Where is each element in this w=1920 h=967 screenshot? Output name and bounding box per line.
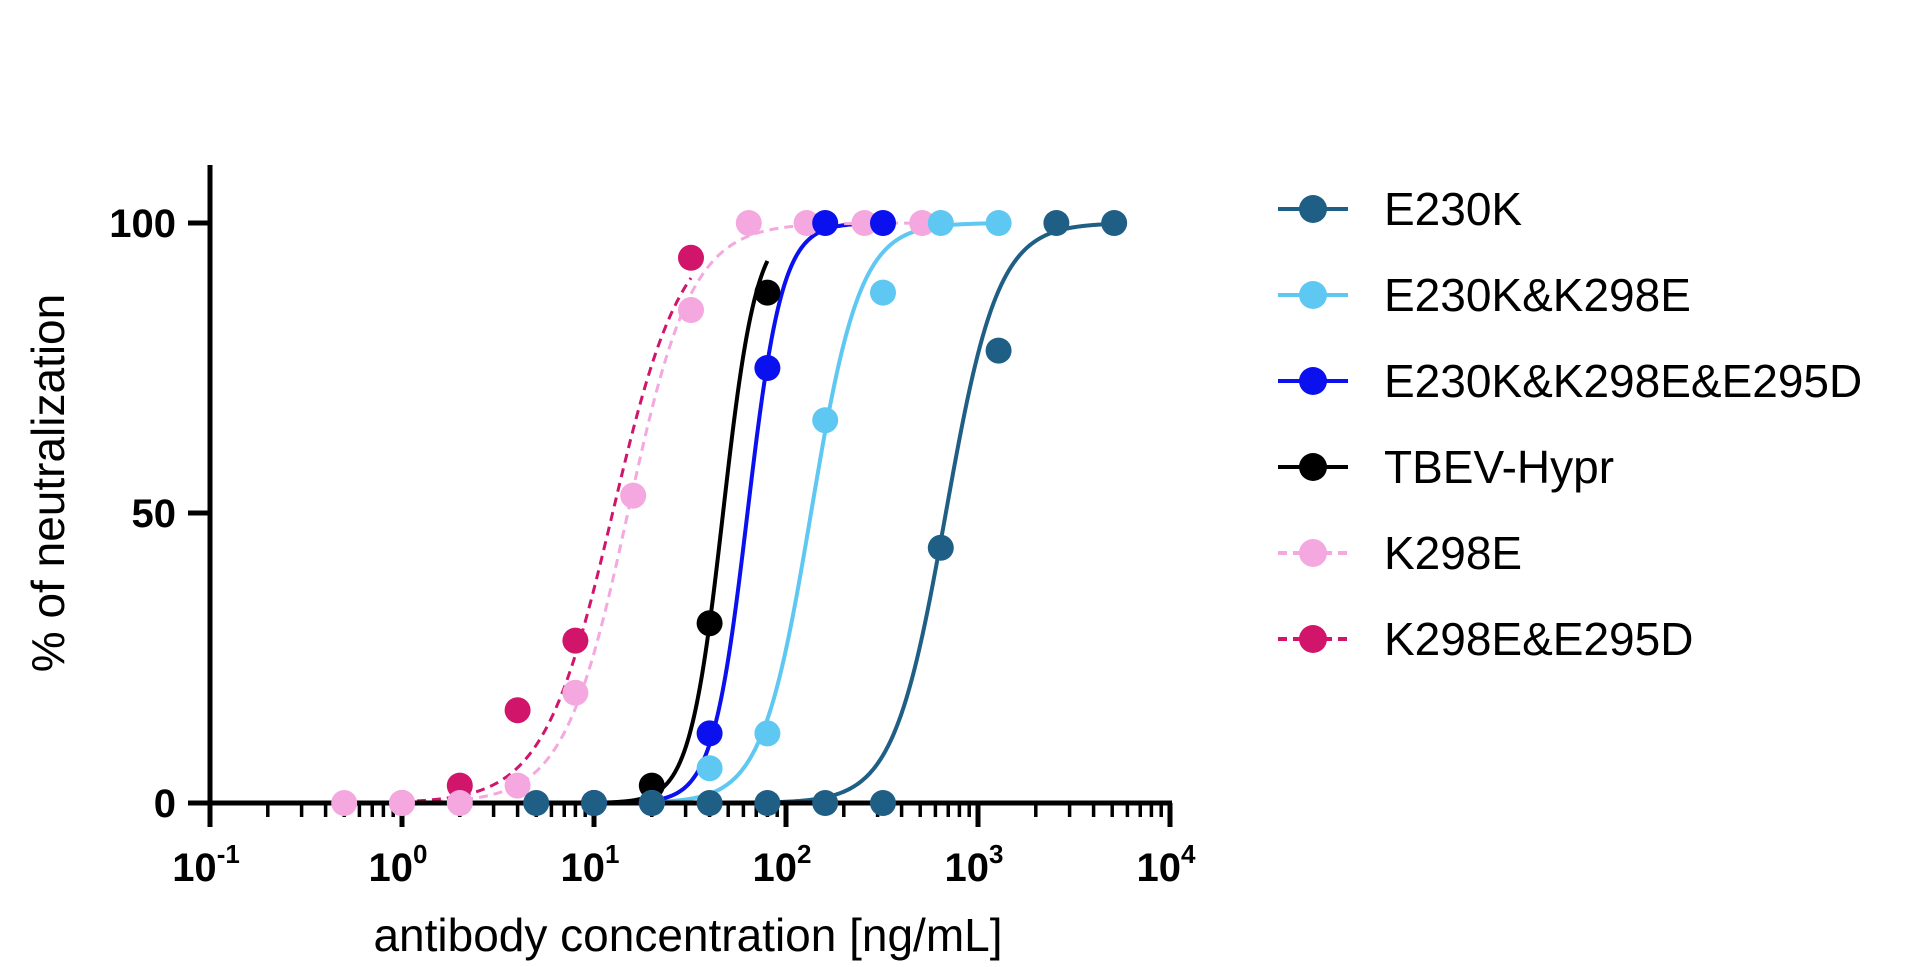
data-point-k298e [851,210,878,236]
x-tick-exponent: 3 [989,839,1003,869]
legend-marker [1299,453,1327,481]
data-point-k298e [909,210,936,236]
legend-label: TBEV-Hypr [1384,441,1614,493]
data-point-e230k [1101,210,1128,236]
data-point-e230k-k298e [985,210,1012,236]
legend-label: K298E [1384,527,1522,579]
legend-marker [1299,625,1327,653]
data-point-k298e [331,790,358,816]
y-tick-label: 100 [109,202,176,246]
x-tick-label: 104 [1137,839,1197,890]
data-points [331,210,1128,816]
fit-curve-e230k-k298e-e295d [593,221,884,805]
data-point-k298e [620,482,647,509]
data-point-e230k-k298e [812,407,839,434]
legend-label: E230K [1384,183,1522,235]
data-point-e230k-k298e-e295d [754,355,781,381]
data-point-e230k-k298e [927,210,954,236]
x-tick-exponent: 4 [1181,839,1196,869]
data-point-k298e-e295d [562,627,589,654]
x-tick-base: 10 [561,846,606,890]
legend-item: K298E&E295D [1278,613,1693,665]
data-point-e230k-k298e-e295d [869,210,896,236]
data-point-k298e-e295d [677,244,704,271]
x-axis-title: antibody concentration [ng/mL] [373,909,1002,961]
fit-curve-e230k [536,221,1115,805]
legend-marker [1299,281,1327,309]
data-point-e230k-k298e [869,279,896,306]
x-tick-base: 10 [945,846,990,890]
x-tick-label: 103 [945,839,1004,890]
legend-label: K298E&E295D [1384,613,1693,665]
legend-item: TBEV-Hypr [1278,441,1614,493]
fit-curve-k298e-e295d [401,277,693,804]
data-point-e230k [754,790,781,816]
legend-item: E230K&K298E&E295D [1278,355,1862,407]
x-tick-exponent: 0 [413,839,427,869]
data-point-k298e [504,772,531,799]
y-tick-label: 50 [132,492,177,536]
data-point-e230k [1043,210,1070,236]
x-tick-label: 102 [753,839,812,890]
data-point-e230k [638,790,665,816]
fit-curve-k298e [344,221,923,805]
fit-curves [344,221,1115,805]
y-axis-title: % of neutralization [22,294,74,672]
data-point-k298e [389,790,415,816]
data-point-e230k-k298e-e295d [812,210,839,236]
x-tick-base: 10 [172,846,217,890]
legend-item: K298E [1278,527,1522,579]
x-tick-base: 10 [1137,846,1182,890]
data-point-k298e [735,210,762,236]
x-tick-label: 10-1 [172,839,240,890]
legend-label: E230K&K298E [1384,269,1691,321]
data-point-tbev-hypr [754,279,781,306]
legend-item: E230K [1278,183,1522,235]
data-point-e230k [523,790,550,816]
data-point-e230k [812,790,839,816]
data-point-e230k-k298e-e295d [696,720,723,747]
legend-item: E230K&K298E [1278,269,1691,321]
x-tick-label: 101 [561,839,620,890]
data-point-e230k-k298e [754,720,781,747]
x-tick-label: 100 [369,839,428,890]
data-point-tbev-hypr [696,610,723,637]
data-point-e230k [927,534,954,561]
legend-marker [1299,539,1327,567]
data-point-k298e [793,210,820,236]
data-point-e230k [581,790,607,816]
fit-curve-tbev-hypr [593,260,770,805]
data-point-e230k [696,790,723,816]
x-tick-exponent: 2 [797,839,811,869]
data-point-k298e [446,790,473,816]
legend-marker [1299,195,1327,223]
legend-marker [1299,367,1327,395]
x-tick-exponent: -1 [217,839,240,869]
data-point-e230k [869,790,896,816]
x-tick-base: 10 [369,846,414,890]
data-point-k298e [677,297,704,323]
x-tick-exponent: 1 [605,839,619,869]
legend-label: E230K&K298E&E295D [1384,355,1862,407]
data-point-e230k-k298e [696,755,723,782]
data-point-e230k [985,337,1012,364]
legend: E230K E230K&K298E E230K&K298E&E295D TBEV-Hy… [1278,183,1862,665]
data-point-k298e-e295d [504,697,531,724]
x-tick-base: 10 [753,846,798,890]
y-tick-label: 0 [154,782,176,826]
data-point-k298e [562,679,589,706]
